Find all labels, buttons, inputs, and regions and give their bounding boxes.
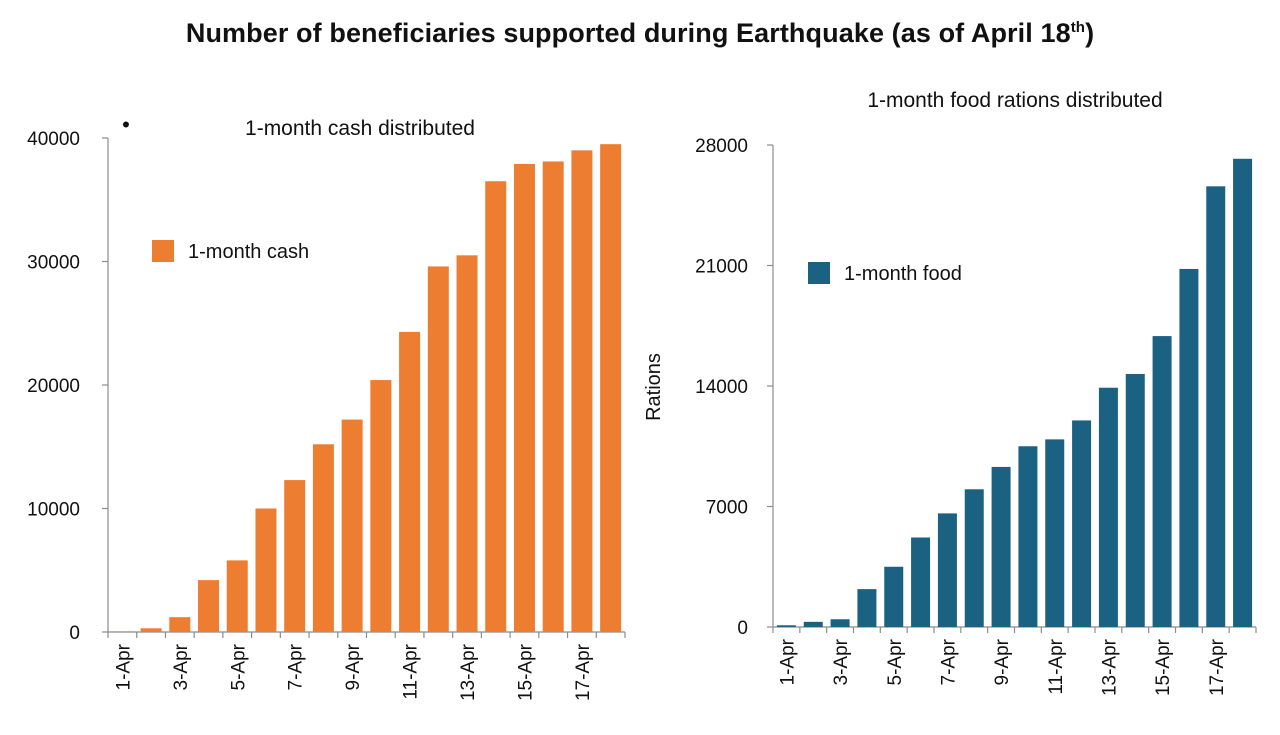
bar [911,537,931,627]
x-tick-label: 9-Apr [343,643,364,690]
bar [884,566,904,627]
x-tick-label: 5-Apr [228,643,249,690]
bar [1072,420,1092,627]
bar [937,513,957,627]
x-tick-label: 13-Apr [1099,638,1120,696]
x-tick-label: 5-Apr [885,638,906,685]
bar [1233,158,1253,627]
bar [169,617,191,632]
bar [485,181,507,632]
bar [964,489,984,627]
bar [830,619,850,627]
bar [284,480,306,632]
bar [226,560,248,632]
x-tick-label: 15-Apr [1153,638,1174,696]
cash-chart: 1-month cash distributed • 0 10000 20000 3000… [27,112,626,701]
bar [1098,387,1118,627]
x-tick-label: 11-Apr [1046,638,1067,694]
chart-title: 1-month cash distributed [245,117,475,140]
food-chart: 1-month food rations distributed Rations 0… [643,89,1257,696]
bar [571,150,593,632]
x-tick-label: 11-Apr [401,643,422,699]
chart-title: 1-month food rations distributed [867,89,1162,112]
legend-swatch [152,240,174,262]
page-title: Number of beneficiaries supported during… [185,18,1095,48]
bar [399,331,421,632]
bar [456,255,478,632]
x-tick-label: 1-Apr [113,643,134,690]
bar [857,589,877,627]
y-tick-label: 0 [69,623,80,644]
bar [255,508,277,632]
bar [1045,439,1065,627]
bar [370,380,392,632]
bar [198,580,220,632]
bar [542,161,564,632]
x-tick-label: 15-Apr [515,643,536,701]
x-tick-label: 7-Apr [938,638,959,685]
bar [312,444,334,632]
x-tick-label: 7-Apr [286,643,307,690]
bar [776,625,796,627]
legend-swatch [808,262,830,284]
y-tick-label: 10000 [27,500,80,521]
x-tick-label: 3-Apr [831,638,852,685]
y-tick-label: 0 [737,618,748,639]
x-tick-label: 3-Apr [171,643,192,690]
x-tick-label: 13-Apr [458,643,479,701]
bar [803,621,823,627]
x-tick-label: 17-Apr [573,643,594,701]
bullet-mark: • [122,112,130,137]
bar [111,631,133,632]
bar [1152,336,1172,627]
bar [991,466,1011,627]
bar [427,266,449,632]
y-tick-label: 21000 [695,257,748,278]
x-tick-label: 17-Apr [1207,638,1228,696]
y-axis-label: Rations [643,353,665,421]
bar [1125,373,1145,627]
bar [1018,446,1038,627]
y-tick-label: 14000 [695,377,748,398]
bar [600,144,622,633]
bar [140,628,162,632]
y-tick-label: 30000 [27,253,80,274]
bar [1179,268,1199,627]
bar [341,419,363,632]
legend-label: 1-month cash [188,241,309,263]
bar [513,163,535,632]
y-tick-label: 7000 [706,498,748,519]
y-tick-label: 28000 [695,136,748,157]
bar [1206,186,1226,628]
y-tick-label: 20000 [27,376,80,397]
x-tick-label: 9-Apr [992,638,1013,685]
legend-label: 1-month food [844,263,962,285]
y-tick-label: 40000 [27,129,80,150]
x-tick-label: 1-Apr [777,638,798,685]
